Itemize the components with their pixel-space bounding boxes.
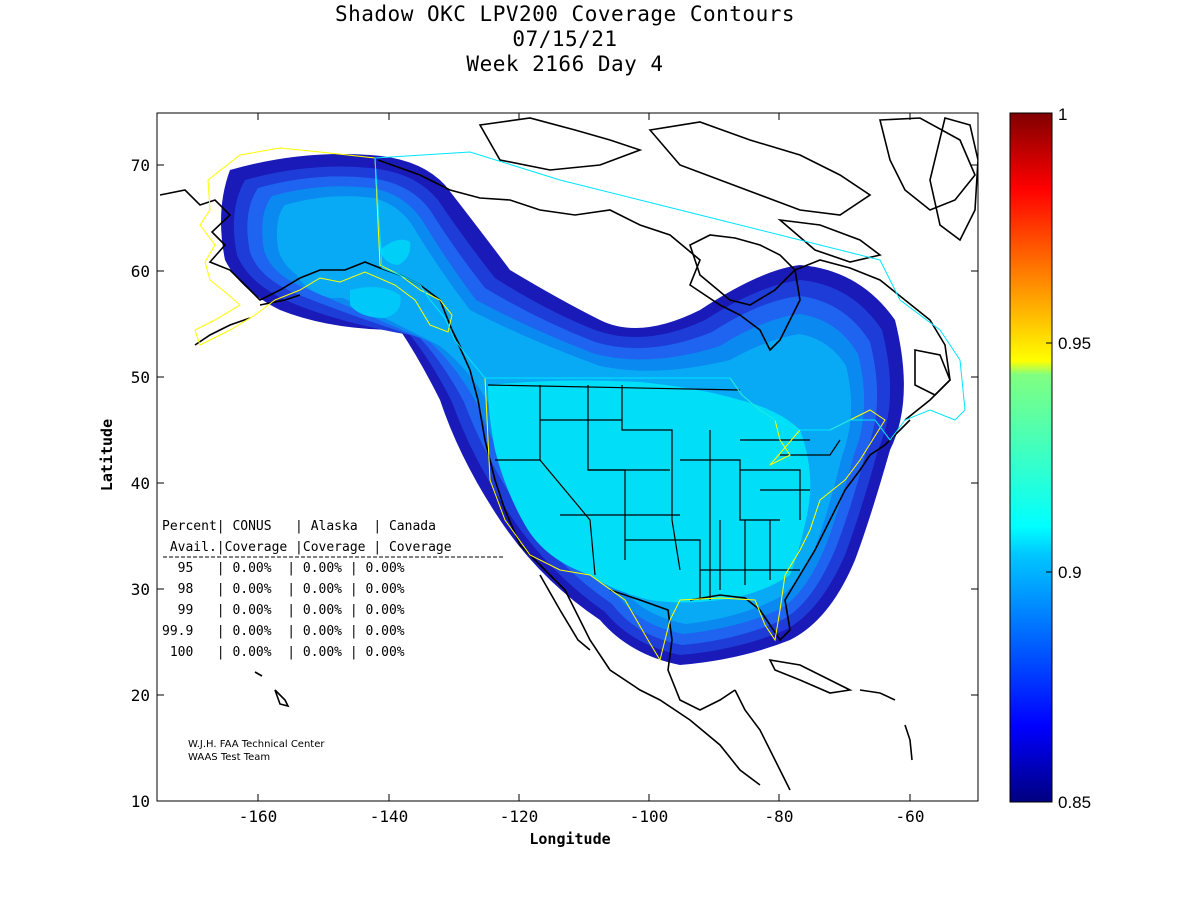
coverage-table: Percent| CONUS | Alaska | Canada Avail.|… — [162, 519, 503, 660]
state-boundaries — [487, 384, 841, 600]
table-header-1: Percent| CONUS | Alaska | Canada — [162, 519, 436, 534]
axis-ticks — [157, 113, 978, 801]
contour-yukon-patch — [380, 239, 411, 265]
y-tick-label: 50 — [131, 368, 150, 387]
table-header-2: Avail.|Coverage |Coverage | Coverage — [162, 540, 452, 555]
y-tick-label: 70 — [131, 156, 150, 175]
table-row: 99.9 | 0.00% | 0.00% | 0.00% — [162, 624, 405, 639]
y-tick-label: 60 — [131, 262, 150, 281]
contour-alaska-core — [291, 216, 393, 299]
title-line-1: Shadow OKC LPV200 Coverage Contours — [334, 2, 795, 26]
colorbar-label: 0.85 — [1058, 793, 1091, 812]
alaska-region-outline — [194, 147, 453, 346]
table-row: 98 | 0.00% | 0.00% | 0.00% — [162, 582, 405, 597]
y-tick-labels: 70 60 50 40 30 20 10 — [131, 156, 150, 811]
x-tick-label: -120 — [500, 807, 539, 826]
y-tick-label: 30 — [131, 580, 150, 599]
y-axis-title: Latitude — [98, 419, 116, 491]
contour-alaska-core-2 — [350, 286, 401, 318]
colorbar-label: 1 — [1058, 105, 1067, 124]
x-tick-label: -60 — [896, 807, 925, 826]
conus-region-outline — [484, 377, 886, 662]
colorbar-label: 0.9 — [1058, 563, 1082, 582]
x-tick-label: -80 — [765, 807, 794, 826]
x-axis-title: Longitude — [529, 830, 610, 848]
y-tick-label: 10 — [131, 792, 150, 811]
table-row: 100 | 0.00% | 0.00% | 0.00% — [162, 645, 405, 660]
coverage-contours: Percent| CONUS | Alaska | Canada Avail.|… — [159, 117, 978, 791]
y-tick-label: 40 — [131, 474, 150, 493]
canada-region-outline — [374, 151, 966, 441]
title-line-2: 07/15/21 — [512, 27, 618, 51]
y-tick-label: 20 — [131, 686, 150, 705]
x-tick-label: -160 — [239, 807, 278, 826]
x-tick-label: -100 — [630, 807, 669, 826]
table-row: 99 | 0.00% | 0.00% | 0.00% — [162, 603, 405, 618]
table-row: 95 | 0.00% | 0.00% | 0.00% — [162, 561, 405, 576]
credit-line-2: WAAS Test Team — [188, 752, 270, 763]
x-tick-label: -140 — [370, 807, 409, 826]
colorbar-gradient — [1009, 112, 1053, 803]
plot-frame — [156, 112, 979, 802]
contour-band-0.9 — [488, 380, 811, 603]
credit-line-1: W.J.H. FAA Technical Center — [188, 739, 325, 750]
colorbar: 1 0.95 0.9 0.85 — [1009, 105, 1091, 812]
colorbar-label: 0.95 — [1058, 334, 1091, 353]
title-line-3: Week 2166 Day 4 — [466, 52, 664, 76]
region-boundaries — [194, 147, 966, 662]
x-tick-labels: -160 -140 -120 -100 -80 -60 — [239, 807, 925, 826]
coastline-outlines — [159, 117, 978, 791]
